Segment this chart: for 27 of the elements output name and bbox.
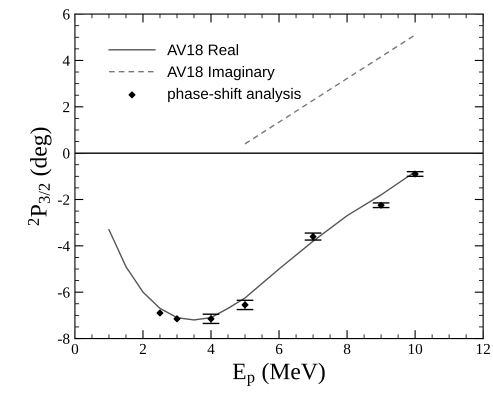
y-tick-label: 0 xyxy=(63,148,70,159)
x-tick-label: 0 xyxy=(72,344,78,354)
y-tick-label: -6 xyxy=(58,287,70,298)
y-tick-label: -8 xyxy=(58,334,70,344)
legend-label: phase-shift analysis xyxy=(168,88,301,102)
y-tick-label: -2 xyxy=(58,194,70,205)
y-tick-label: 2 xyxy=(63,102,70,112)
x-tick-label: 6 xyxy=(276,344,282,354)
y-tick-label: 4 xyxy=(62,56,70,66)
x-tick-label: 4 xyxy=(207,344,215,354)
legend-label: AV18 Imaginary xyxy=(167,66,275,80)
point xyxy=(156,310,164,317)
x-tick-label: 8 xyxy=(344,344,350,354)
y-axis-title: $^{2}$P$_{3/2}$ (deg) xyxy=(28,128,52,226)
point xyxy=(310,233,317,240)
point xyxy=(378,202,385,209)
point xyxy=(174,315,180,322)
point xyxy=(412,170,419,178)
point xyxy=(208,315,214,322)
x-tick-label: 12 xyxy=(476,344,490,354)
x-tick-label: 2 xyxy=(140,344,146,354)
y-tick-label: 6 xyxy=(63,9,70,20)
legend-label: AV18 Real xyxy=(167,44,238,56)
x-axis-title: E$_{p}$ (MeV) xyxy=(232,362,325,386)
x-tick-label: 10 xyxy=(408,344,422,354)
point xyxy=(242,301,248,308)
y-tick-label: -4 xyxy=(58,241,70,252)
